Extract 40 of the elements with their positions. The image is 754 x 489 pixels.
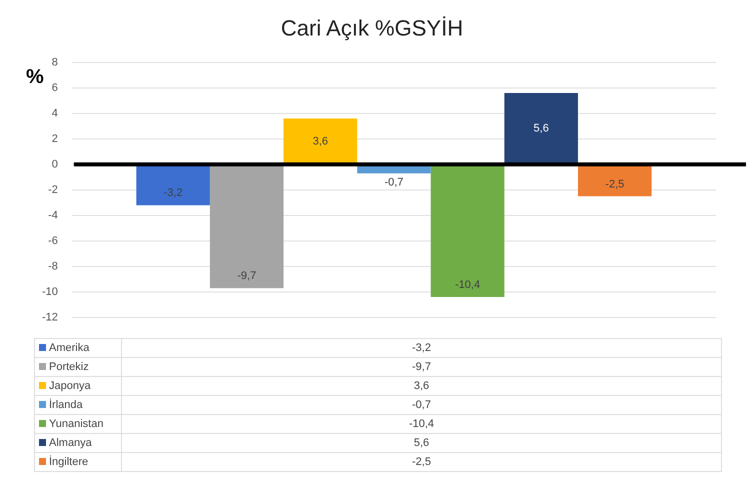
data-label: 3,6 [312, 135, 328, 148]
bar [430, 164, 504, 297]
y-tick-label: -4 [48, 209, 58, 222]
bar [504, 93, 578, 164]
data-label: -2,5 [605, 178, 624, 190]
bar [210, 164, 284, 288]
legend-label: Amerika [34, 338, 122, 358]
y-tick-label: 2 [52, 132, 58, 145]
bar [284, 118, 358, 164]
legend-label: Japonya [34, 376, 122, 396]
text: 5,6 [414, 437, 430, 449]
data-label: -3,2 [164, 187, 183, 200]
y-tick-label: -12 [42, 311, 58, 324]
data-label: -10,4 [455, 279, 480, 292]
y-tick-label: 8 [52, 56, 58, 68]
y-tick-label: -6 [48, 234, 58, 247]
y-tick-label: 0 [52, 158, 58, 170]
text: -9,7 [412, 361, 431, 373]
text: -3,2 [412, 342, 431, 354]
bar [136, 164, 210, 206]
y-axis-title: % [26, 66, 44, 89]
bar [578, 164, 652, 196]
legend-label: İrlanda [34, 396, 122, 414]
y-tick-label: 6 [52, 82, 58, 94]
text: 3,6 [414, 380, 430, 392]
text: -2,5 [412, 456, 431, 468]
y-tick-label: -8 [48, 260, 58, 272]
legend-label: Almanya [34, 434, 122, 452]
legend-label: Portekiz [34, 358, 122, 376]
text: -0,7 [412, 399, 431, 411]
y-tick-label: -2 [48, 184, 58, 196]
y-tick-label: 4 [52, 107, 58, 120]
data-label: 5,6 [534, 122, 549, 135]
data-label: -9,7 [237, 270, 256, 282]
chart-title: Cari Açık %GSYİH [280, 15, 464, 40]
legend-label: Yunanistan [34, 414, 122, 434]
legend-label: İngiltere [34, 452, 122, 472]
text: -10,4 [408, 418, 434, 430]
y-tick-label: -10 [42, 286, 58, 298]
data-label: -0,7 [384, 176, 404, 188]
